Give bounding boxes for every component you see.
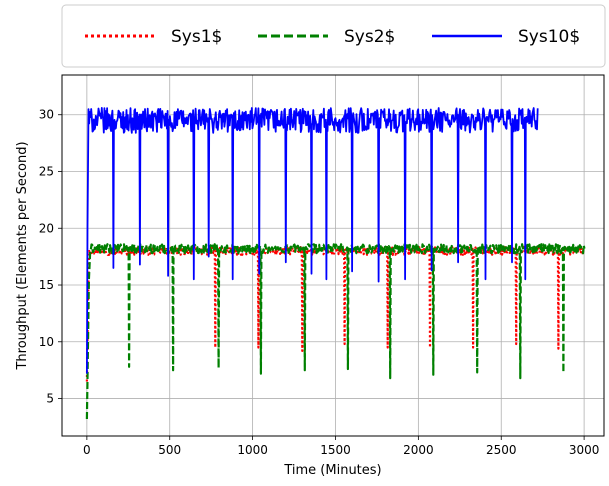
y-tick-label: 15 [39,278,54,292]
legend-box [61,4,606,68]
series-layer [85,107,586,420]
grid [62,75,604,436]
series-line-sys2 [85,243,586,420]
legend-label: Sys2$ [344,27,395,47]
y-tick-label: 20 [39,221,54,235]
y-tick-label: 25 [39,164,54,178]
x-tick-label: 500 [158,443,181,457]
series-line-sys10 [86,107,539,374]
y-tick-label: 10 [39,335,54,349]
x-tick-label: 2000 [403,443,434,457]
x-tick-label: 2500 [486,443,517,457]
axes: 0 500 1000 1500 2000 2500 3000 5 10 15 20 25 30 [39,108,600,457]
legend-label: Sys10$ [518,27,580,47]
legend: Sys1$ Sys2$ Sys10$ [61,4,606,68]
x-tick-label: 1000 [237,443,268,457]
x-tick-label: 3000 [569,443,600,457]
plot-frame [61,74,605,437]
x-tick-label: 0 [83,443,91,457]
y-tick-label: 5 [46,392,54,406]
x-axis-label: Time (Minutes) [283,463,381,478]
y-tick-label: 30 [39,108,54,122]
legend-label: Sys1$ [171,27,222,47]
x-tick-label: 1500 [320,443,351,457]
y-axis-label: Throughput (Elements per Second) [15,141,30,370]
